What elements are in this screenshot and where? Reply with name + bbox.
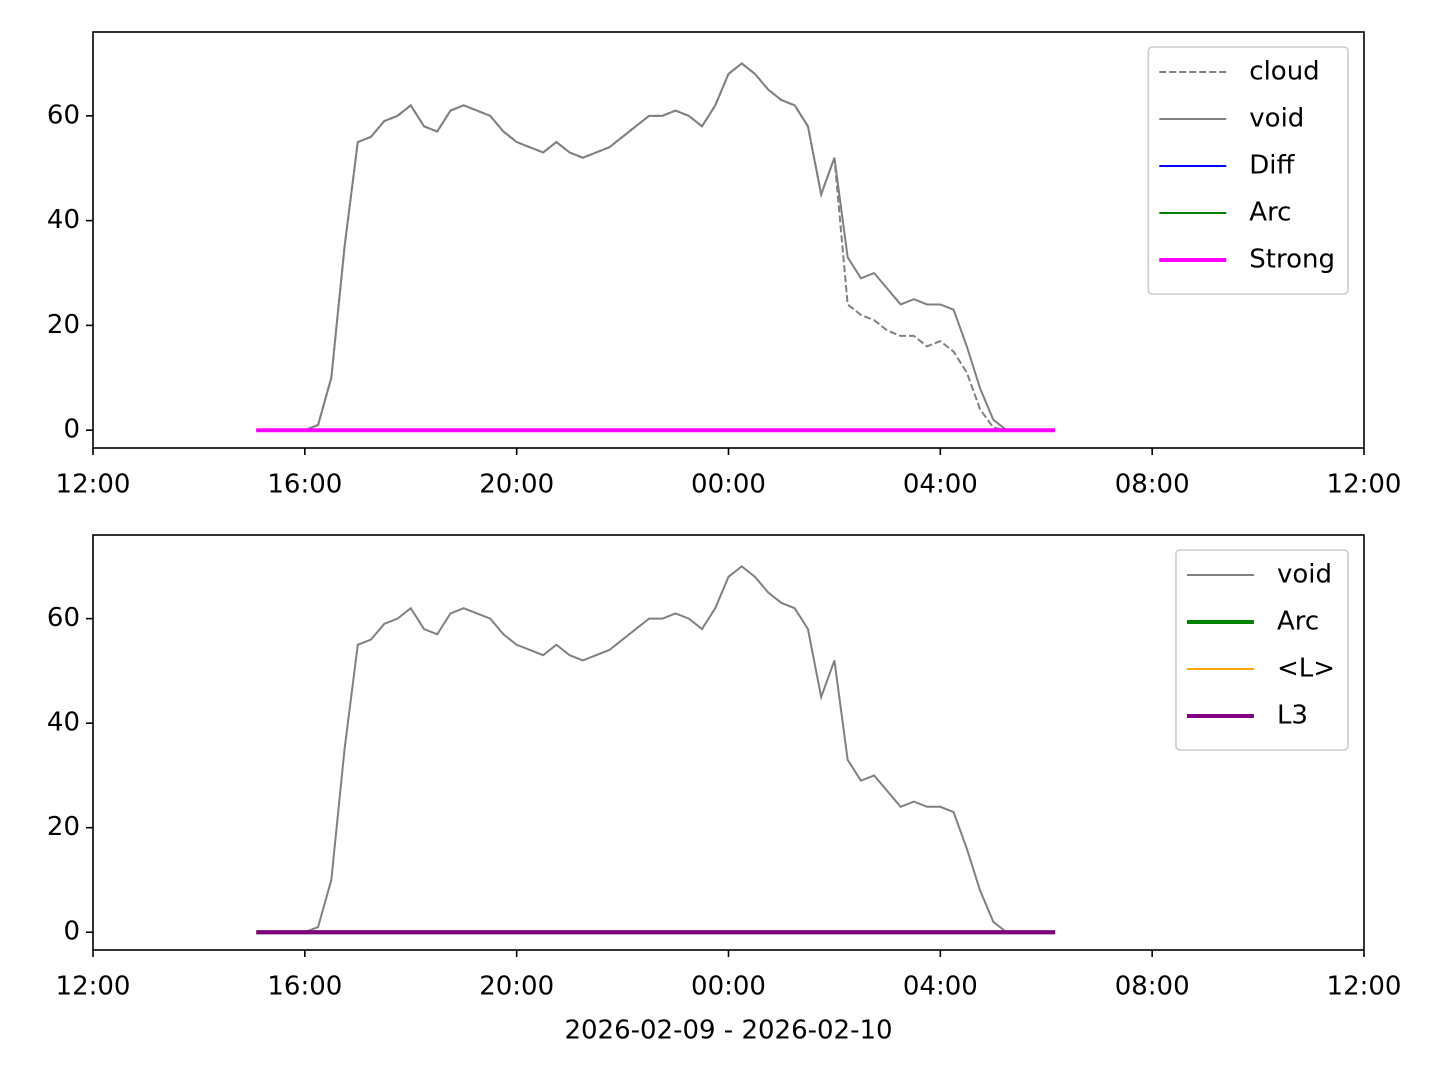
- legend-label: Arc: [1277, 607, 1319, 637]
- x-tick-label: 16:00: [267, 972, 342, 1002]
- series-line: [304, 62, 1008, 432]
- legend-label: Strong: [1249, 245, 1335, 275]
- y-tick-label: 60: [47, 100, 80, 130]
- x-tick-label: 00:00: [691, 470, 766, 500]
- y-tick-label: 40: [47, 205, 80, 235]
- x-tick-label: 12:00: [56, 972, 131, 1002]
- legend-box: [1175, 549, 1349, 751]
- axes-frame: [92, 534, 1365, 951]
- y-tick-label: 0: [63, 917, 80, 947]
- x-tick-label: 20:00: [479, 470, 554, 500]
- legend: void Arc <L> L3: [1175, 549, 1349, 751]
- x-tick-label: 20:00: [479, 972, 554, 1002]
- x-tick-label: 16:00: [267, 470, 342, 500]
- legend-label: <L>: [1277, 654, 1335, 684]
- y-tick-label: 60: [47, 603, 80, 633]
- y-tick-label: 40: [47, 708, 80, 738]
- legend-label: void: [1277, 560, 1332, 590]
- axes: 0 20 40 60 12:00 16:00 20:00 00:00 04:00 08:00 12:…: [47, 534, 1402, 1046]
- legend-label: L3: [1277, 701, 1308, 731]
- x-axis-label: 2026-02-09 - 2026-02-10: [564, 1016, 892, 1046]
- axes: 0 20 40 60 12:00 16:00 20:00 00:00 04:00 08:00 12:…: [47, 31, 1402, 500]
- y-tick-label: 20: [47, 310, 80, 340]
- x-tick-label: 08:00: [1115, 972, 1190, 1002]
- x-tick-label: 12:00: [56, 470, 131, 500]
- x-tick-label: 12:00: [1327, 972, 1402, 1002]
- series-line: [304, 62, 1007, 432]
- legend-label: cloud: [1249, 57, 1319, 87]
- legend-label: Arc: [1249, 198, 1291, 228]
- y-tick-label: 0: [63, 415, 80, 445]
- legend-label: void: [1249, 104, 1304, 134]
- x-tick-label: 08:00: [1115, 470, 1190, 500]
- legend-box: [1147, 46, 1349, 295]
- legend: cloud void Diff Arc Strong: [1147, 46, 1349, 295]
- x-tick-label: 12:00: [1327, 470, 1402, 500]
- x-tick-label: 04:00: [903, 470, 978, 500]
- series-line: [304, 565, 1008, 934]
- x-tick-label: 04:00: [903, 972, 978, 1002]
- y-tick-label: 20: [47, 812, 80, 842]
- x-tick-label: 00:00: [691, 972, 766, 1002]
- legend-label: Diff: [1249, 151, 1295, 181]
